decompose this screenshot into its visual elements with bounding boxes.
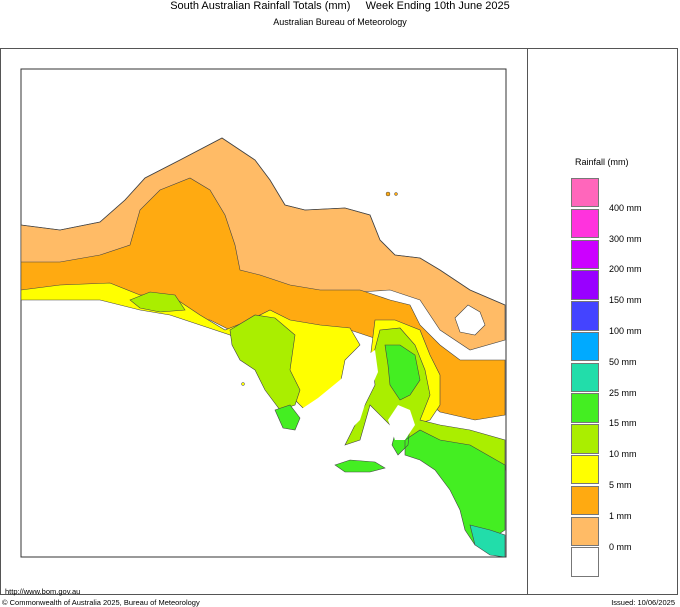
legend-label: 0 mm xyxy=(609,541,632,552)
legend-swatch xyxy=(571,301,599,331)
legend-swatch xyxy=(571,331,599,362)
region-50-100mm xyxy=(469,524,506,558)
legend-swatch xyxy=(571,239,599,269)
legend-label: 150 mm xyxy=(609,295,642,306)
source-url[interactable]: http://www.bom.gov.au xyxy=(5,587,81,596)
legend-swatch xyxy=(571,547,599,577)
legend-swatch xyxy=(571,485,599,516)
legend-swatch xyxy=(571,208,599,239)
region-25-50mm-eyre xyxy=(274,404,301,431)
legend-swatch xyxy=(571,455,599,485)
map-subtitle: Australian Bureau of Meteorology xyxy=(273,17,407,27)
map-title: South Australian Rainfall Totals (mm) We… xyxy=(170,0,510,12)
legend-label: 50 mm xyxy=(609,356,637,367)
island-dot xyxy=(241,382,245,386)
issued-date: Issued: 10/06/2025 xyxy=(611,598,675,607)
legend-label: 1 mm xyxy=(609,510,632,521)
island-dot xyxy=(385,191,391,197)
legend-title: Rainfall (mm) xyxy=(575,157,629,167)
legend-label: 25 mm xyxy=(609,387,637,398)
copyright-notice: © Commonwealth of Australia 2025, Bureau… xyxy=(2,598,200,607)
legend-swatch xyxy=(571,424,599,454)
gulf-st-vincent xyxy=(388,405,415,440)
legend-label: 400 mm xyxy=(609,202,642,213)
legend-swatches xyxy=(571,178,599,578)
island-dot xyxy=(394,192,398,196)
legend-label: 200 mm xyxy=(609,264,642,275)
region-15-25mm-west xyxy=(129,291,301,411)
legend-label: 10 mm xyxy=(609,449,637,460)
coastline xyxy=(20,137,506,306)
legend-divider xyxy=(527,48,528,595)
legend-swatch xyxy=(571,516,599,546)
legend-swatch xyxy=(571,362,599,393)
spencer-gulf xyxy=(300,350,378,440)
legend-label: 5 mm xyxy=(609,480,632,490)
legend-label: 300 mm xyxy=(609,233,642,244)
legend-swatch xyxy=(571,178,599,208)
legend-swatch xyxy=(571,270,599,300)
legend-label: 15 mm xyxy=(609,418,637,429)
legend-label: 100 mm xyxy=(609,326,642,336)
rainfall-map xyxy=(20,68,507,558)
map-border xyxy=(20,68,507,558)
legend-swatch xyxy=(571,393,599,423)
map-frame xyxy=(0,48,678,595)
lake-torrens xyxy=(454,304,486,336)
